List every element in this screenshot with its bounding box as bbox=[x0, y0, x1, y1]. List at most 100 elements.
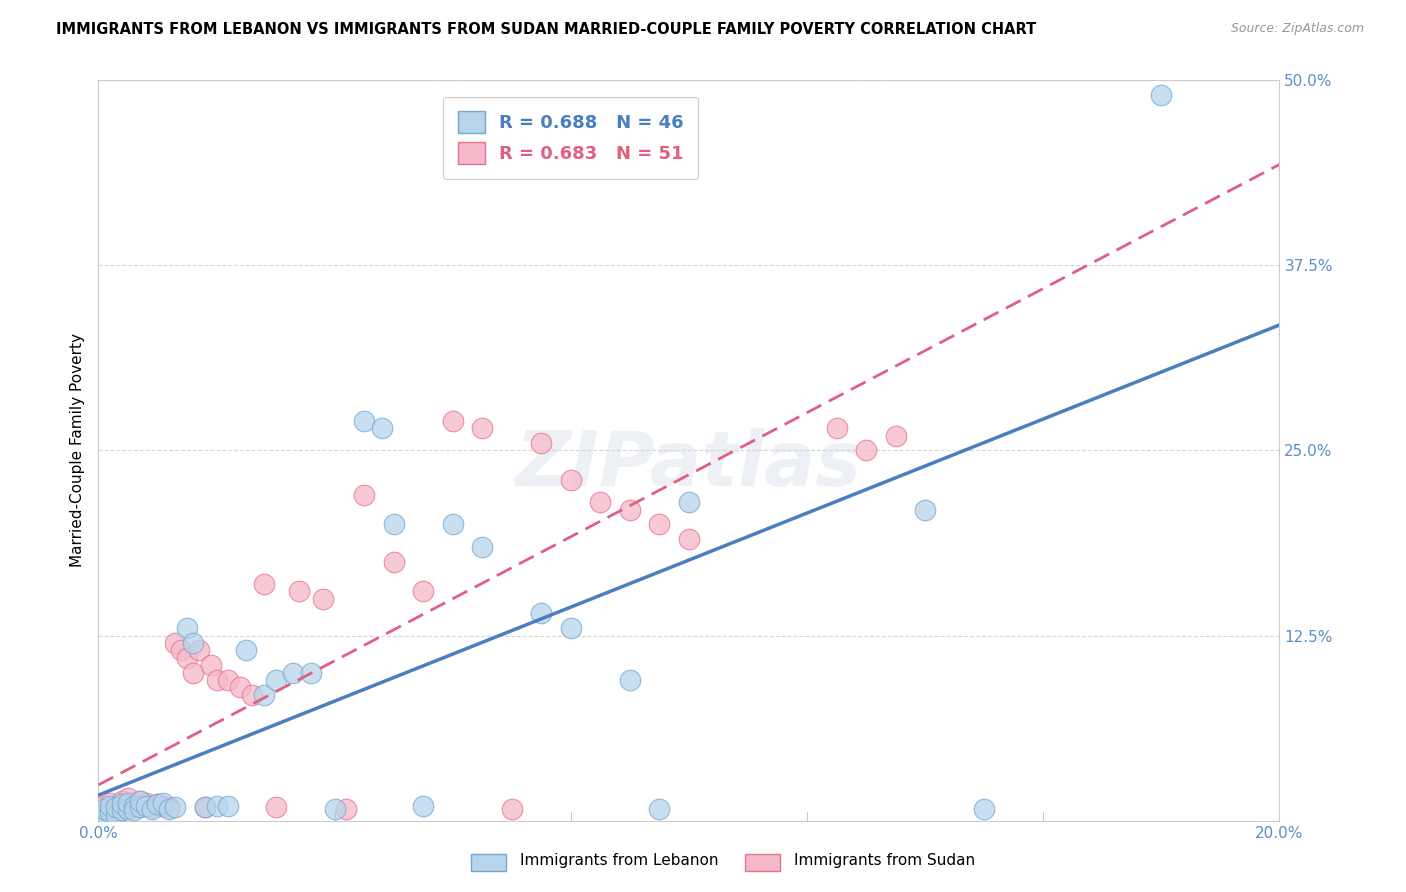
Point bbox=[205, 798, 228, 813]
Point bbox=[441, 517, 464, 532]
Point bbox=[235, 643, 257, 657]
Point bbox=[122, 798, 145, 813]
Point bbox=[412, 584, 434, 599]
Point bbox=[914, 502, 936, 516]
Point bbox=[117, 796, 139, 810]
Point bbox=[619, 673, 641, 687]
Point bbox=[589, 495, 612, 509]
Point bbox=[105, 800, 128, 814]
Point bbox=[371, 421, 394, 435]
Point bbox=[117, 798, 139, 813]
Point bbox=[128, 794, 150, 808]
Point bbox=[157, 800, 180, 814]
Point bbox=[141, 802, 163, 816]
Point bbox=[122, 803, 145, 817]
Point bbox=[105, 805, 128, 819]
Point bbox=[855, 443, 877, 458]
Point bbox=[335, 802, 357, 816]
Point bbox=[98, 798, 121, 813]
Point bbox=[187, 643, 209, 657]
Point bbox=[111, 794, 134, 808]
Point bbox=[200, 658, 222, 673]
Point bbox=[128, 800, 150, 814]
Point bbox=[152, 798, 174, 813]
Point bbox=[501, 802, 523, 816]
Point bbox=[253, 688, 276, 702]
Text: IMMIGRANTS FROM LEBANON VS IMMIGRANTS FROM SUDAN MARRIED-COUPLE FAMILY POVERTY C: IMMIGRANTS FROM LEBANON VS IMMIGRANTS FR… bbox=[56, 22, 1036, 37]
Point bbox=[648, 517, 671, 532]
Point bbox=[176, 650, 198, 665]
Point bbox=[93, 798, 115, 813]
Point bbox=[122, 797, 145, 812]
Point bbox=[884, 428, 907, 442]
Point bbox=[181, 636, 204, 650]
Point bbox=[299, 665, 322, 680]
Point bbox=[283, 665, 305, 680]
Point bbox=[111, 797, 134, 812]
Point bbox=[122, 800, 145, 814]
Point bbox=[264, 800, 287, 814]
Point bbox=[382, 555, 405, 569]
Point bbox=[412, 798, 434, 813]
Point bbox=[117, 802, 139, 816]
Text: Immigrants from Sudan: Immigrants from Sudan bbox=[794, 854, 976, 868]
Point bbox=[98, 796, 121, 810]
Point bbox=[1150, 88, 1173, 103]
Point bbox=[128, 794, 150, 808]
Point bbox=[441, 414, 464, 428]
Point bbox=[353, 414, 375, 428]
Point bbox=[312, 591, 335, 606]
Point bbox=[181, 665, 204, 680]
Point bbox=[560, 621, 582, 635]
Point bbox=[157, 802, 180, 816]
Point bbox=[264, 673, 287, 687]
Point bbox=[678, 533, 700, 547]
Point bbox=[648, 802, 671, 816]
Point bbox=[93, 806, 115, 821]
Y-axis label: Married-Couple Family Poverty: Married-Couple Family Poverty bbox=[69, 334, 84, 567]
Point bbox=[619, 502, 641, 516]
Point bbox=[471, 421, 494, 435]
Point bbox=[973, 802, 995, 816]
Point bbox=[471, 540, 494, 554]
Point bbox=[323, 802, 346, 816]
Point bbox=[165, 800, 187, 814]
Point bbox=[111, 803, 134, 817]
Point bbox=[98, 803, 121, 817]
Text: ZIPatlas: ZIPatlas bbox=[516, 428, 862, 502]
Point bbox=[530, 436, 553, 450]
Point bbox=[98, 805, 121, 819]
Point bbox=[353, 488, 375, 502]
Point bbox=[194, 800, 217, 814]
Legend: R = 0.688   N = 46, R = 0.683   N = 51: R = 0.688 N = 46, R = 0.683 N = 51 bbox=[443, 96, 699, 178]
Point bbox=[382, 517, 405, 532]
Point bbox=[205, 673, 228, 687]
Point bbox=[117, 791, 139, 805]
Point bbox=[170, 643, 193, 657]
Point bbox=[146, 797, 169, 812]
Point bbox=[240, 688, 263, 702]
Text: Immigrants from Lebanon: Immigrants from Lebanon bbox=[520, 854, 718, 868]
Point bbox=[176, 621, 198, 635]
Point bbox=[141, 800, 163, 814]
Point bbox=[135, 796, 157, 810]
Point bbox=[152, 796, 174, 810]
Point bbox=[146, 797, 169, 812]
Text: Source: ZipAtlas.com: Source: ZipAtlas.com bbox=[1230, 22, 1364, 36]
Point bbox=[93, 806, 115, 821]
Point bbox=[825, 421, 848, 435]
Point bbox=[194, 800, 217, 814]
Point bbox=[165, 636, 187, 650]
Point bbox=[87, 809, 110, 823]
Point bbox=[105, 807, 128, 822]
Point bbox=[217, 798, 239, 813]
Point bbox=[253, 576, 276, 591]
Point bbox=[111, 802, 134, 816]
Point bbox=[678, 495, 700, 509]
Point bbox=[128, 798, 150, 813]
Point bbox=[105, 800, 128, 814]
Point bbox=[87, 809, 110, 823]
Point bbox=[93, 802, 115, 816]
Point bbox=[530, 607, 553, 621]
Point bbox=[288, 584, 311, 599]
